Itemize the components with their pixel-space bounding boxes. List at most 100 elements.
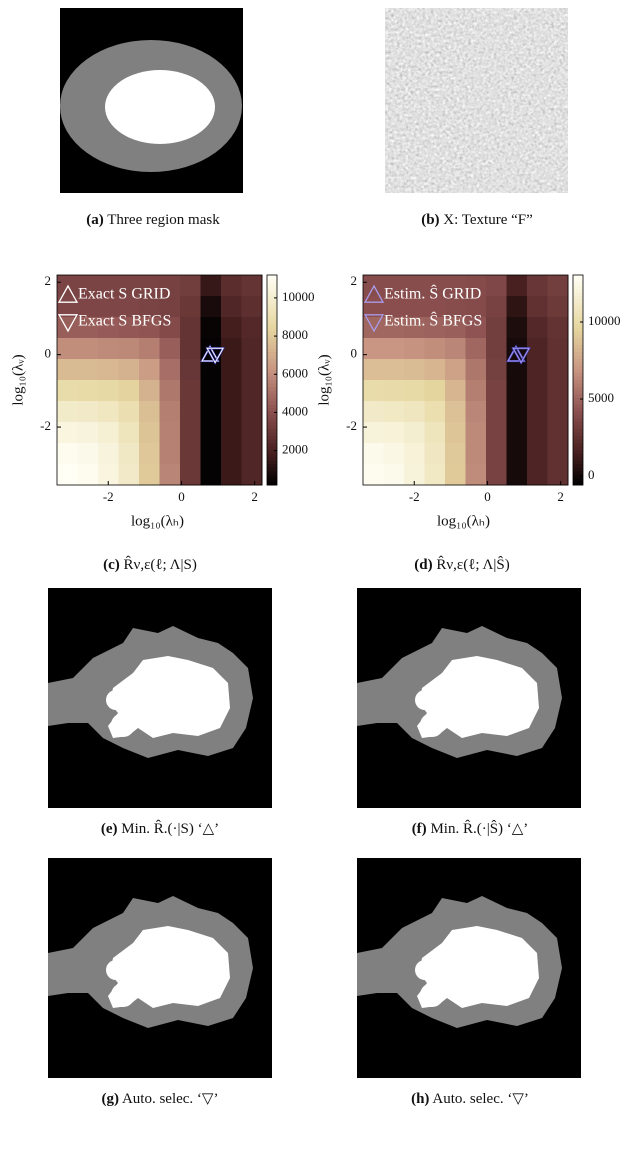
heatmap-cell xyxy=(241,317,263,339)
heatmap-cell xyxy=(221,359,242,381)
heatmap-cell xyxy=(200,401,222,423)
colorbar-segment xyxy=(267,450,277,454)
colorbar-segment xyxy=(573,380,583,384)
colorbar-segment xyxy=(267,352,277,356)
heatmap-cell xyxy=(180,422,201,444)
heatmap-cell xyxy=(139,422,160,444)
colorbar-segment xyxy=(573,387,583,391)
colorbar-segment xyxy=(267,404,277,409)
heatmap-cell xyxy=(180,338,201,360)
colorbar-segment xyxy=(267,453,277,458)
heatmap-cell xyxy=(221,296,242,318)
y-tick-label: 0 xyxy=(45,346,52,361)
heatmap-cell xyxy=(57,296,78,318)
heatmap-cell xyxy=(383,443,405,465)
heatmap-cell xyxy=(383,317,405,339)
caption-text: Min. R̂.(·|S) ‘△’ xyxy=(121,820,219,837)
colorbar-segment xyxy=(573,439,583,444)
heatmap-cell xyxy=(159,359,181,381)
heatmap-cell xyxy=(363,296,384,318)
colorbar-tick-label: 6000 xyxy=(282,365,308,380)
heatmap-cell xyxy=(547,443,569,465)
heatmap-cell xyxy=(98,317,119,339)
heatmap-cell xyxy=(118,443,140,465)
colorbar-segment xyxy=(267,320,277,325)
heatmap-cell xyxy=(424,380,446,402)
heatmap-cell xyxy=(159,380,181,402)
heatmap-cell xyxy=(159,464,181,486)
colorbar-segment xyxy=(267,327,277,332)
heatmap-cell xyxy=(445,338,466,360)
segmentation-image xyxy=(48,588,272,808)
colorbar-segment xyxy=(573,446,583,451)
heatmap-cell xyxy=(465,380,487,402)
colorbar-segment xyxy=(573,471,583,475)
colorbar-segment xyxy=(267,289,277,293)
colorbar-segment xyxy=(267,467,277,472)
colorbar-segment xyxy=(573,331,583,335)
colorbar-segment xyxy=(267,415,277,419)
heatmap-cell xyxy=(159,422,181,444)
colorbar-segment xyxy=(573,345,583,349)
heatmap-cell xyxy=(200,317,222,339)
heatmap-cell xyxy=(465,443,487,465)
heatmap-cell xyxy=(486,401,507,423)
heatmap-cell xyxy=(506,359,528,381)
heatmap-cell xyxy=(383,275,405,297)
caption-text: Auto. selec. ‘▽’ xyxy=(122,1091,219,1107)
heatmap-cell xyxy=(424,422,446,444)
colorbar-segment xyxy=(573,327,583,332)
segmentation-image xyxy=(357,858,581,1078)
heatmap-cell xyxy=(465,464,487,486)
heatmap-cell xyxy=(77,317,99,339)
heatmap-cell xyxy=(445,464,466,486)
heatmap-cell xyxy=(180,464,201,486)
heatmap-cell xyxy=(200,464,222,486)
colorbar-segment xyxy=(573,481,583,486)
colorbar-segment xyxy=(267,460,277,465)
heatmap-cell xyxy=(241,401,263,423)
heatmap-cell xyxy=(404,380,425,402)
heatmap-cell xyxy=(221,338,242,360)
legend-entry: Exact S BFGS xyxy=(78,313,171,330)
colorbar-segment xyxy=(573,320,583,325)
heatmap-cell xyxy=(486,338,507,360)
colorbar-segment xyxy=(267,474,277,479)
colorbar-segment xyxy=(267,397,277,402)
plot-frame xyxy=(362,274,569,486)
heatmap-cell xyxy=(486,317,507,339)
caption-text: R̂ν,ε(ℓ; Λ|Ŝ) xyxy=(436,556,509,573)
heatmap-cell xyxy=(200,380,222,402)
colorbar-segment xyxy=(267,359,277,363)
heatmap-cell xyxy=(221,401,242,423)
heatmap-cell xyxy=(445,401,466,423)
heatmap-cell xyxy=(445,275,466,297)
heatmap-cell xyxy=(506,422,528,444)
heatmap-cell xyxy=(98,380,119,402)
colorbar-segment xyxy=(267,292,277,297)
colorbar-segment xyxy=(573,296,583,300)
heatmap-cell xyxy=(139,296,160,318)
heatmap-cell xyxy=(57,422,78,444)
colorbar-segment xyxy=(573,310,583,314)
heatmap-cell xyxy=(527,422,548,444)
colorbar-segment xyxy=(573,324,583,328)
colorbar-segment xyxy=(573,289,583,293)
heatmap-cell xyxy=(241,359,263,381)
colorbar-segment xyxy=(267,390,277,395)
x-tick-label: 0 xyxy=(178,489,185,504)
heatmap-cell xyxy=(241,422,263,444)
y-tick-label: 2 xyxy=(351,273,358,288)
colorbar-segment xyxy=(267,436,277,440)
marker xyxy=(206,347,224,364)
colorbar-segment xyxy=(573,408,583,412)
caption: (h) Auto. selec. ‘▽’ xyxy=(411,1091,529,1107)
heatmap-cell xyxy=(547,296,569,318)
colorbar-segment xyxy=(573,278,583,283)
colorbar-segment xyxy=(267,376,277,381)
caption-text: Three region mask xyxy=(107,212,220,228)
heatmap-cell xyxy=(547,338,569,360)
heatmap-cell xyxy=(159,401,181,423)
heatmap-cell xyxy=(465,317,487,339)
heatmap-cell xyxy=(139,401,160,423)
